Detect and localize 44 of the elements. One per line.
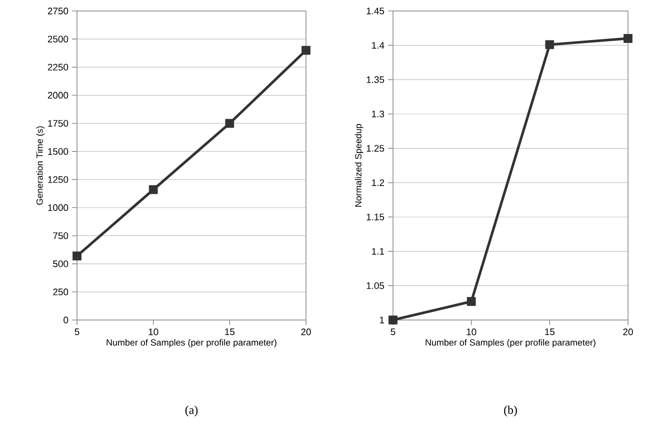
y-tick-label: 2750 <box>48 8 68 14</box>
y-tick-label: 1.45 <box>366 8 384 14</box>
point <box>466 297 476 306</box>
x-axis-title: Number of Samples (per profile parameter) <box>106 339 276 348</box>
x-tick-label: 15 <box>225 328 235 336</box>
x-tick-label: 5 <box>390 328 396 336</box>
y-tick-label: 2000 <box>48 92 68 99</box>
y-tick-label: 1.05 <box>366 282 384 290</box>
y-tick-label: 1250 <box>48 176 68 183</box>
y-tick-label: 1750 <box>48 120 68 127</box>
y-tick-label: 500 <box>53 260 68 268</box>
y-tick-label: 250 <box>53 288 68 296</box>
point <box>624 34 632 43</box>
y-tick-label: 1500 <box>48 148 68 155</box>
point <box>72 252 82 260</box>
x-axis-title: Number of Samples (per profile parameter) <box>426 339 596 348</box>
text: (a) <box>185 406 198 416</box>
y-tick-label: 1000 <box>48 204 68 211</box>
y-tick-label: 750 <box>53 232 68 240</box>
text: (b) <box>504 406 517 416</box>
y-axis-title: Generation Time (s) <box>36 126 45 205</box>
y-tick-label: 1.35 <box>366 76 384 84</box>
x-tick-label: 10 <box>148 328 158 336</box>
y-tick-label: 1.1 <box>372 248 384 255</box>
point <box>225 118 234 128</box>
x-tick-label: 20 <box>301 328 311 336</box>
y-tick-label: 1.3 <box>372 110 384 118</box>
point <box>545 40 554 50</box>
x-tick-label: 10 <box>466 328 476 336</box>
point <box>388 316 398 324</box>
x-tick-label: 5 <box>74 328 80 336</box>
point <box>302 46 310 55</box>
y-tick-label: 1.15 <box>366 214 384 220</box>
x-tick-label: 20 <box>623 328 633 336</box>
y-tick-label: 0 <box>64 316 68 324</box>
y-tick-label: 2250 <box>48 64 68 71</box>
x-tick-label: 15 <box>545 328 555 336</box>
y-tick-label: 1.4 <box>372 42 384 49</box>
point <box>148 185 158 194</box>
y-tick-label: 2500 <box>48 36 68 42</box>
y-axis-title: Normalized Speedup <box>354 124 364 207</box>
y-tick-label: 1.2 <box>372 179 384 186</box>
y-tick-label: 1.25 <box>366 144 384 152</box>
y-tick-label: 1 <box>380 316 384 324</box>
